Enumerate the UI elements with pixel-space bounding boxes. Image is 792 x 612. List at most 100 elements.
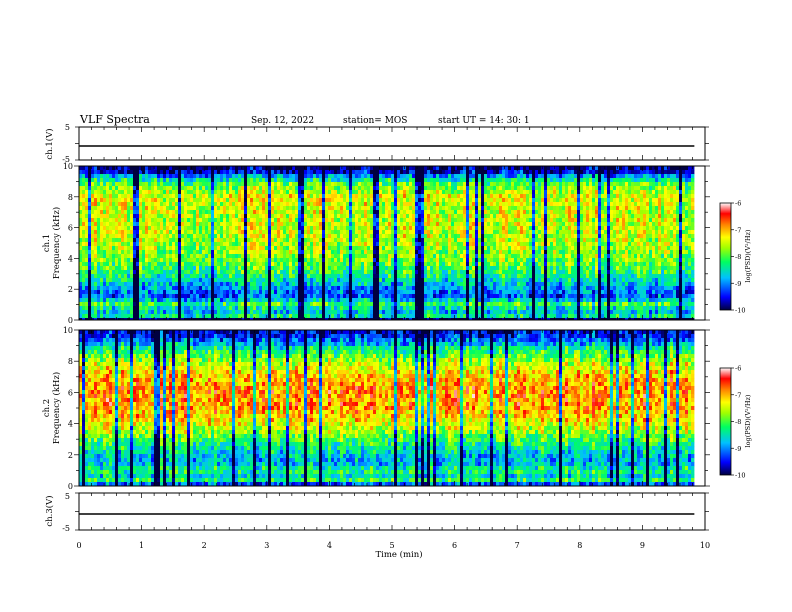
ch1-spectrogram-cell: [163, 190, 167, 195]
ch1-spectrogram-cell: [289, 242, 293, 247]
ch1-spectrogram-cell: [304, 270, 308, 275]
ch1-spectrogram-cell: [85, 226, 89, 231]
ch1-spectrogram-cell: [319, 242, 323, 247]
ch1-spectrogram-cell: [202, 230, 206, 235]
ch1-spectrogram-cell: [343, 302, 347, 307]
ch1-spectrogram-cell: [445, 262, 449, 267]
ch1-spectrogram-cell: [268, 182, 272, 187]
ch1-spectrogram-cell: [337, 266, 341, 271]
ch1-spectrogram-cell: [241, 274, 245, 279]
ch1-spectrogram-cell: [88, 190, 92, 195]
ch1-spectrogram-cell: [322, 278, 326, 283]
ch1-spectrogram-cell: [340, 258, 344, 263]
ch1-spectrogram-cell: [169, 258, 173, 263]
ch1-spectrogram-cell: [430, 246, 434, 251]
ch1-spectrogram-cell: [397, 242, 401, 247]
ch1-spectrogram-cell: [193, 186, 197, 191]
ch1-spectrogram-cell: [292, 218, 296, 223]
ch1-spectrogram-cell: [142, 294, 146, 299]
ch1-spectrogram-cell: [373, 274, 377, 279]
ch1-spectrogram-cell: [334, 318, 338, 321]
ch1-spectrogram-cell: [340, 234, 344, 239]
ch1-spectrogram-cell: [343, 246, 347, 251]
ch1-spectrogram-cell: [187, 258, 191, 263]
ch1-spectrogram-cell: [340, 202, 344, 207]
ch1-spectrogram-cell: [244, 234, 248, 239]
ch1-spectrogram-cell: [427, 234, 431, 239]
ch1-spectrogram-cell: [226, 302, 230, 307]
ch1-spectrogram-cell: [352, 318, 356, 321]
ch1-spectrogram-cell: [235, 234, 239, 239]
ch1-spectrogram-cell: [214, 246, 218, 251]
ch1-spectrogram-cell: [436, 274, 440, 279]
ch1-spectrogram-cell: [445, 214, 449, 219]
ch1-spectrogram-cell: [283, 270, 287, 275]
ch1-spectrogram-cell: [208, 198, 212, 203]
ch1-spectrogram-cell: [370, 246, 374, 251]
ch1-spectrogram-cell: [370, 206, 374, 211]
ch1-spectrogram-cell: [439, 206, 443, 211]
ch1-spectrogram-cell: [373, 318, 377, 321]
ch1-spectrogram-cell: [106, 238, 110, 243]
ch1-spectrogram-cell: [358, 274, 362, 279]
ch1-spectrogram-cell: [304, 254, 308, 259]
ch1-spectrogram-cell: [346, 178, 350, 183]
ch1-spectrogram-cell: [367, 178, 371, 183]
ch1-spectrogram-cell: [115, 274, 119, 279]
ch1-spectrogram-cell: [271, 318, 275, 321]
ch1-spectrogram-cell: [124, 174, 128, 179]
ch1-spectrogram-cell: [268, 250, 272, 255]
ch1-spectrogram-cell: [274, 314, 278, 319]
ch1-spectrogram-cell: [292, 314, 296, 319]
ch1-spectrogram-cell: [166, 270, 170, 275]
ch1-spectrogram-cell: [301, 234, 305, 239]
ch1-spectrogram-cell: [298, 262, 302, 267]
ch1-spectrogram-cell: [412, 298, 416, 303]
ch1-spectrogram-cell: [409, 266, 413, 271]
ch1-spectrogram-cell: [178, 298, 182, 303]
ch1-spectrogram-cell: [310, 302, 314, 307]
ch1-spectrogram-cell: [358, 270, 362, 275]
ch1-spectrogram-cell: [112, 234, 116, 239]
ch1-spectrogram-cell: [199, 190, 203, 195]
ch1-spectrogram-cell: [325, 170, 329, 175]
ch1-spectrogram-cell: [259, 198, 263, 203]
ch1-spectrogram-cell: [220, 182, 224, 187]
ch1-spectrogram-cell: [214, 234, 218, 239]
ch1-spectrogram-cell: [355, 286, 359, 291]
ch1-spectrogram-cell: [382, 218, 386, 223]
ch1-spectrogram-cell: [403, 254, 407, 259]
ch1-spectrogram-cell: [205, 306, 209, 311]
ch1-spectrogram-cell: [283, 274, 287, 279]
ch1-spectrogram-cell: [304, 278, 308, 283]
ch1-spectrogram-cell: [241, 254, 245, 259]
ch1-spectrogram-cell: [322, 258, 326, 263]
ch1-spectrogram-cell: [142, 250, 146, 255]
ch1-spectrogram-cell: [439, 254, 443, 259]
ch1-spectrogram-cell: [286, 290, 290, 295]
ch1-spectrogram-cell: [175, 290, 179, 295]
ch1-spectrogram-cell: [247, 302, 251, 307]
ch1-spectrogram-cell: [451, 202, 455, 207]
ch1-spectrogram-cell: [409, 314, 413, 319]
ch1-spectrogram-cell: [313, 170, 317, 175]
ch1-spectrogram-cell: [127, 206, 131, 211]
ch1-spectrogram-cell: [418, 222, 422, 227]
ch1-spectrogram-cell: [400, 194, 404, 199]
ch1-spectrogram-cell: [379, 214, 383, 219]
ch1-spectrogram-cell: [292, 242, 296, 247]
ch1-spectrogram-cell: [130, 210, 134, 215]
ch1-spectrogram-cell: [85, 242, 89, 247]
ch1-spectrogram-cell: [322, 246, 326, 251]
ch1-spectrogram-cell: [106, 186, 110, 191]
ch1-spectrogram-cell: [169, 254, 173, 259]
ch1-spectrogram-cell: [229, 194, 233, 199]
ch1-spectrogram-cell: [442, 254, 446, 259]
ch1-spectrogram-cell: [136, 318, 140, 321]
ch1-spectrogram-cell: [388, 262, 392, 267]
ch1-spectrogram-cell: [283, 206, 287, 211]
ch1-spectrogram-cell: [100, 230, 104, 235]
ch1-spectrogram-cell: [448, 234, 452, 239]
ch1-spectrogram-cell: [91, 266, 95, 271]
ch1-spectrogram-cell: [298, 314, 302, 319]
